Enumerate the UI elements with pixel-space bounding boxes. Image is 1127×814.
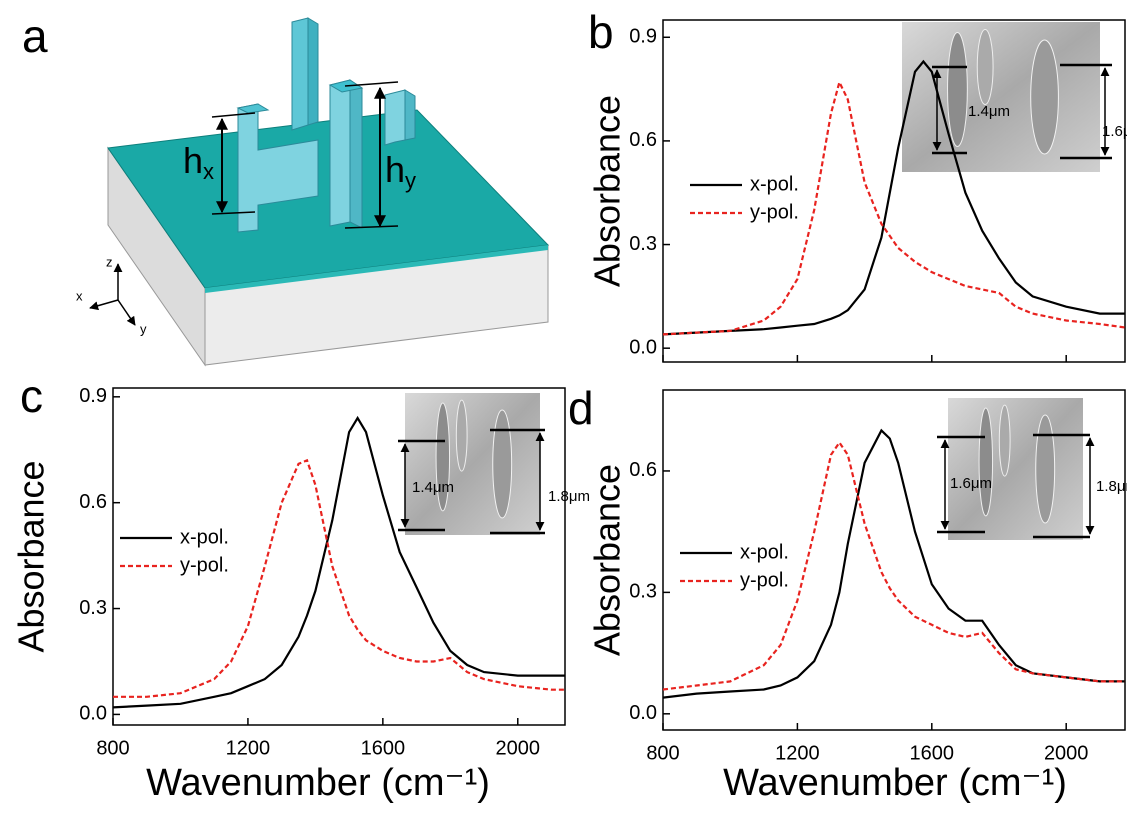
data-line [663,59,1125,336]
pillar [237,103,319,233]
x-tick-label: 1600 [910,742,955,764]
x-tick-label: 1600 [361,737,406,759]
sem-pillar [978,407,994,517]
plot-frame [662,389,1126,731]
data-line [113,458,565,698]
pillar-top [236,103,270,114]
sem-inset [948,398,1083,540]
axis-label: z [106,254,113,269]
sem-pillar [976,29,994,105]
pillar [404,89,416,141]
inset-annotation: 1.4μm [412,479,454,496]
data-line [663,440,1125,691]
sem-inset [405,393,540,535]
plot-frame [112,387,566,726]
legend-label: x-pol. [750,173,799,195]
x-tick-label: 800 [96,737,129,759]
y-tick-label: 0.9 [79,385,107,407]
axis-arrow [89,299,119,311]
y-tick-label: 0.0 [629,336,657,358]
x-tick-label: 800 [646,742,679,764]
x-tick-label: 2000 [1044,742,1089,764]
data-line [113,415,565,709]
y-tick-label: 0.0 [629,702,657,724]
sem-pillar [947,32,968,147]
height-symbol: h [385,149,405,190]
pillar [291,17,309,131]
sem-pillar [455,399,468,472]
x-tick-label: 1200 [775,742,820,764]
y-axis-title: Absorbance [587,95,628,287]
inset-annotation: 1.8μm [1096,478,1127,495]
y-tick-label: 0.0 [79,703,107,725]
pillar [307,17,319,126]
y-axis-title: Absorbance [11,460,52,652]
y-tick-label: 0.3 [79,597,107,619]
sem-pillar [1035,414,1056,524]
x-axis-title: Wavenumber (cm⁻¹) [723,762,1067,804]
plot-frame [662,19,1126,363]
legend-label: x-pol. [740,541,789,563]
dimension-bar [211,112,256,118]
legend-label: x-pol. [180,526,229,548]
x-tick-label: 2000 [496,737,541,759]
inset-annotation: 1.6μm [1102,123,1127,140]
y-tick-label: 0.3 [629,233,657,255]
height-subscript: x [203,159,214,184]
panel-label: d [568,382,594,434]
sem-pillar [1030,39,1059,155]
panel-label: b [588,6,614,58]
inset-annotation: 1.6μm [950,475,992,492]
axis-label: y [140,321,147,336]
pillar [384,89,406,146]
sem-pillar [998,404,1011,477]
slab-edge [205,245,548,293]
height-symbol: h [183,140,203,181]
y-tick-label: 0.6 [629,129,657,151]
chart-panel: 1.4μm 1.8μm 0.0 0.3 0.6 0.9 800 1200 1600 2000 Abs… [11,370,590,804]
height-label: hy [385,149,416,193]
structure-diagram: a hx hy z x y [22,10,550,367]
legend-label: y-pol. [750,201,799,223]
inset-annotation: 1.8μm [548,488,590,505]
dimension-bar [344,81,399,87]
pillar [329,79,351,227]
legend-label: y-pol. [180,554,229,576]
dimension-bar [344,225,399,229]
dimension-bar [211,211,256,215]
x-tick-label: 1200 [226,737,271,759]
chart-panel: 1.4μm 1.6μm 0.0 0.3 0.6 0.9 Absorbance b x-pol. y… [587,6,1127,363]
height-subscript: y [405,168,416,193]
sem-inset [902,22,1100,172]
y-tick-label: 0.6 [79,491,107,513]
y-tick-label: 0.6 [629,459,657,481]
inset-annotation: 1.4μm [968,103,1010,120]
legend-label: y-pol. [740,569,789,591]
x-axis-title: Wavenumber (cm⁻¹) [146,762,490,804]
sem-pillar [492,409,513,519]
y-tick-label: 0.3 [629,581,657,603]
y-axis-title: Absorbance [587,464,628,656]
axis-label: x [76,288,83,303]
data-line [663,79,1125,336]
height-label: hx [183,140,214,184]
sem-pillar [435,402,451,512]
chart-panel: 1.6μm 1.8μm 0.0 0.3 0.6 800 1200 1600 2000 Absorb… [568,382,1127,804]
data-line [663,428,1125,699]
pillar [349,79,363,229]
axis-arrow [117,299,136,326]
panel-label: a [22,10,48,62]
panel-label: c [20,370,43,422]
y-tick-label: 0.9 [629,26,657,48]
